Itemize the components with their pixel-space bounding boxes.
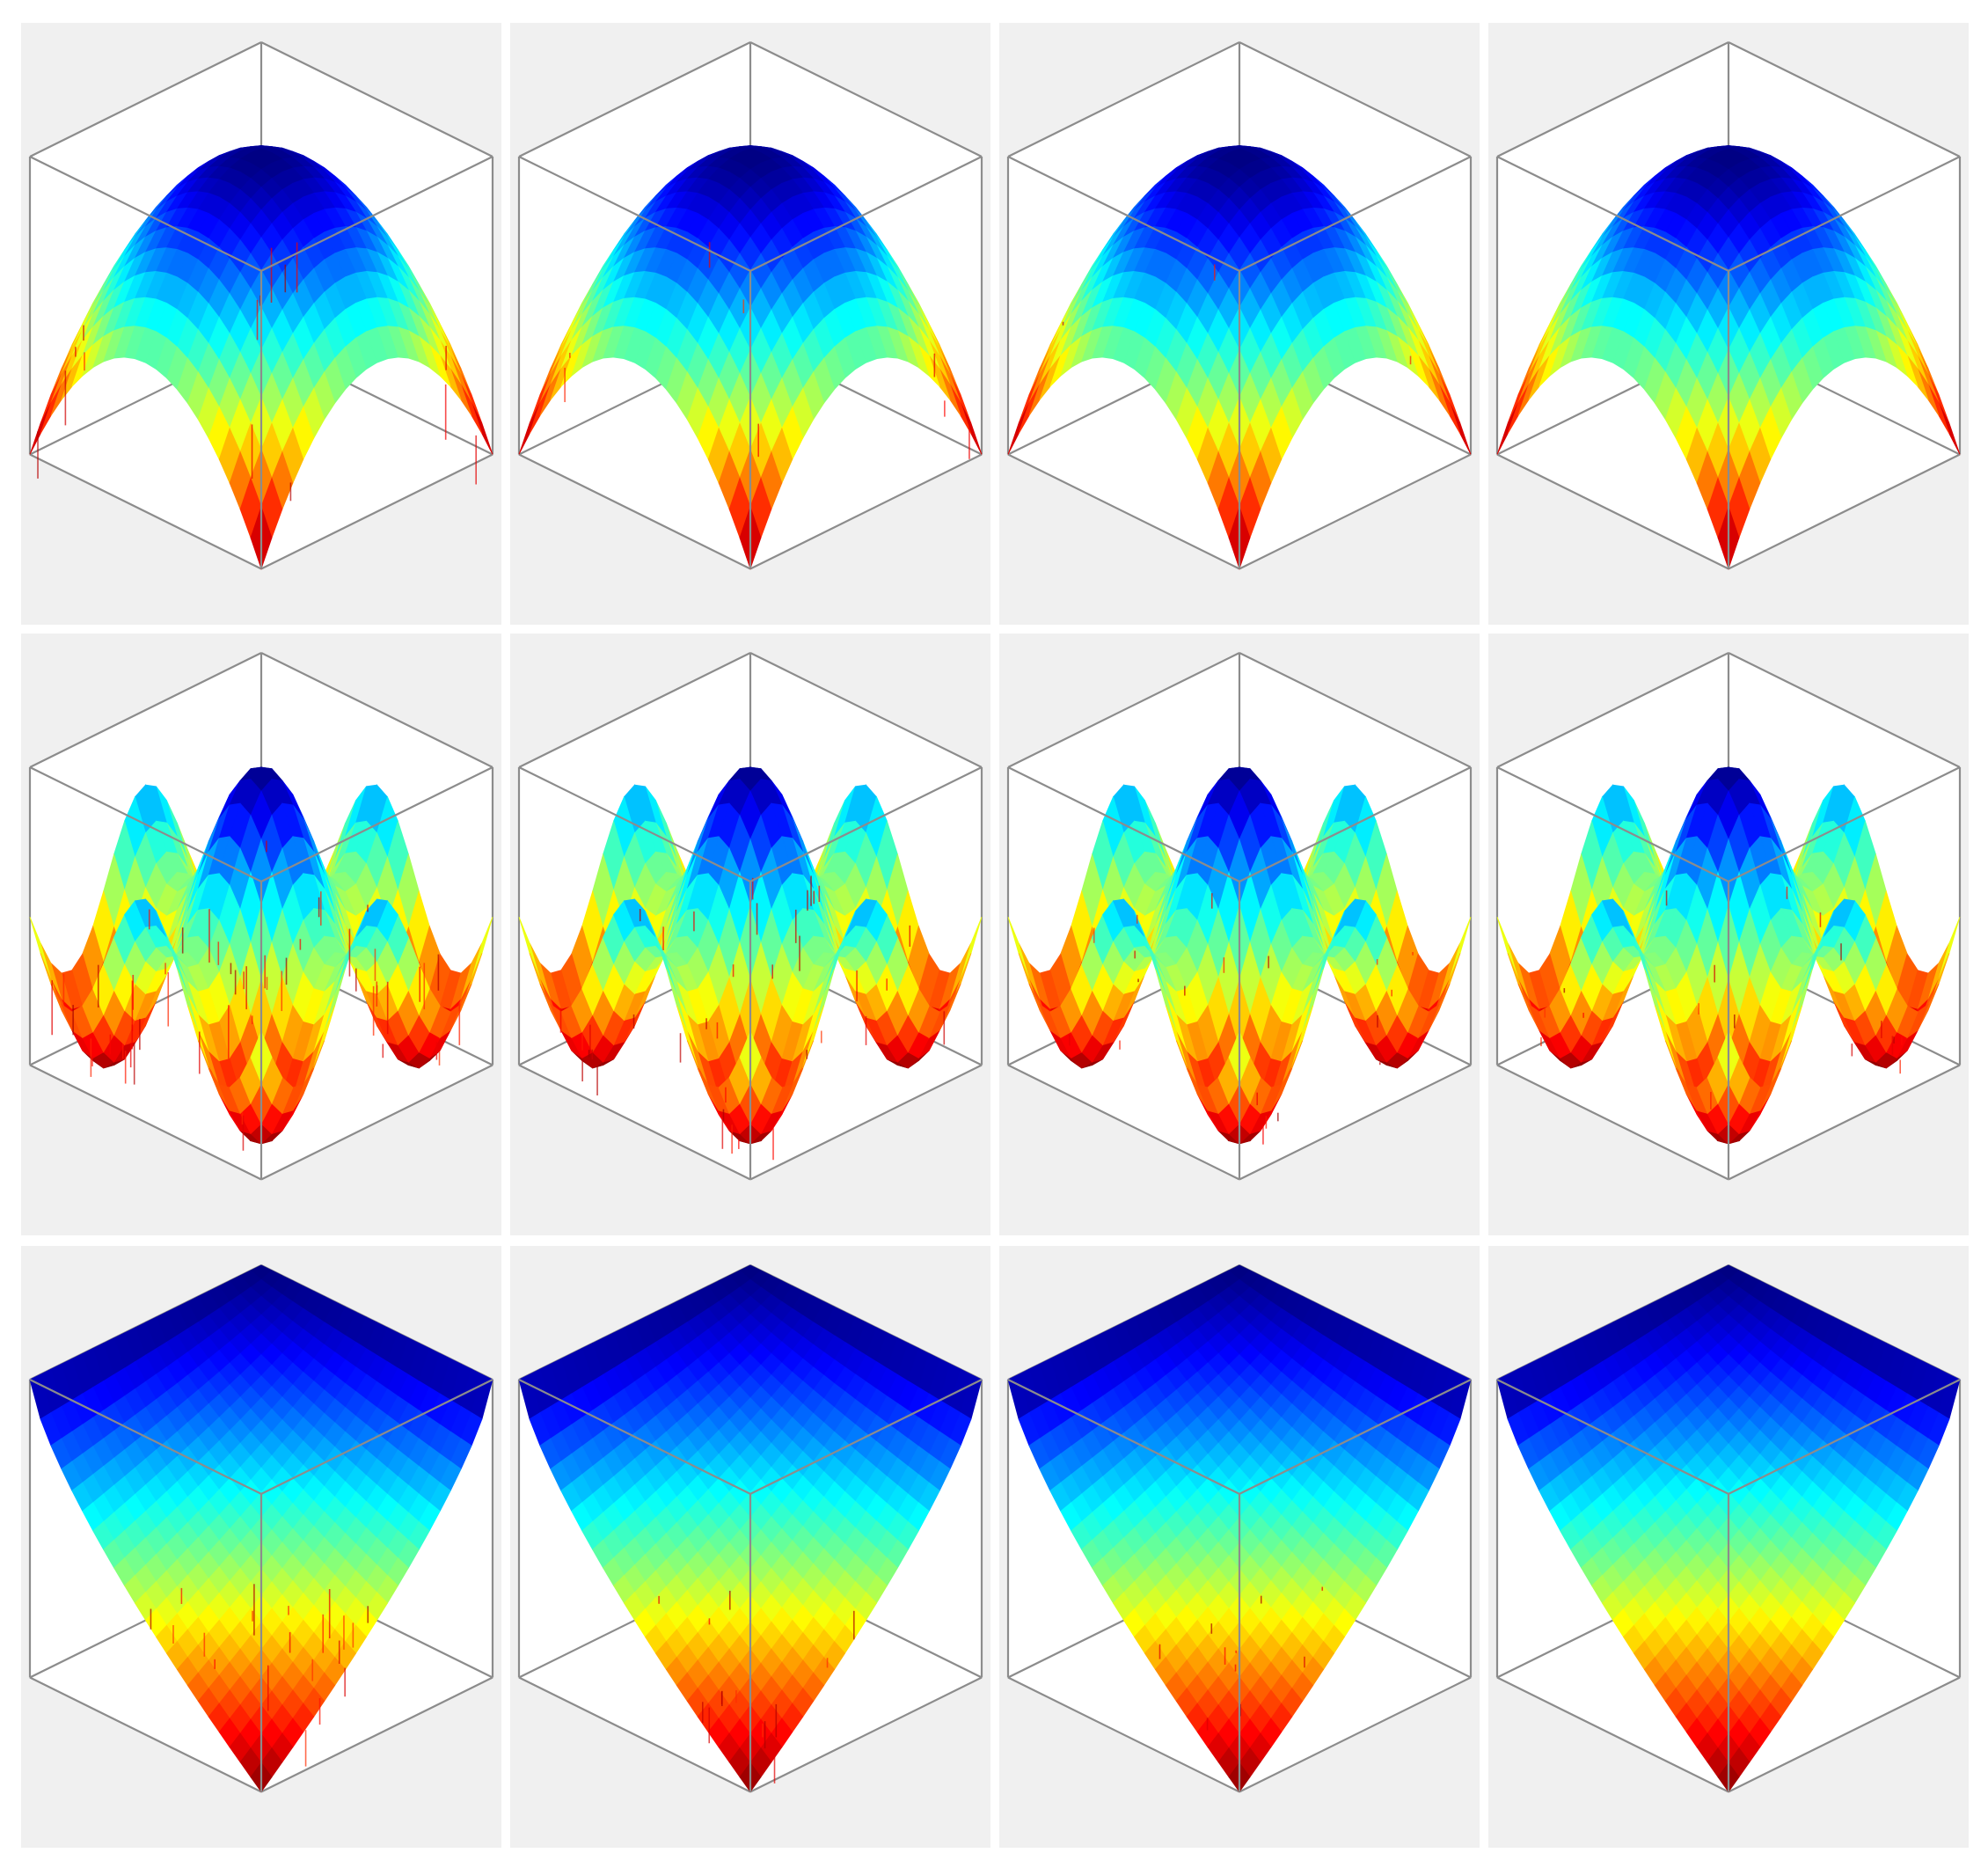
axes-box-edge xyxy=(260,1676,493,1793)
surface-panel-r2-c2 xyxy=(510,634,990,1235)
axes-box-front-edge xyxy=(749,155,983,272)
axes-box-edge xyxy=(749,41,983,157)
axes-box-edge xyxy=(1496,1064,1729,1181)
axes-box-edge xyxy=(518,453,751,570)
axes-box-edge xyxy=(518,1064,751,1181)
surface-panel-r2-c4 xyxy=(1488,634,1969,1235)
axes-box-edge xyxy=(1239,1064,1472,1181)
axes-box-edge xyxy=(1007,652,1240,768)
axes-box-edge xyxy=(260,652,493,768)
axes-box-edge xyxy=(29,41,262,157)
axes-box-edge xyxy=(1007,1064,1240,1181)
surface-panel-r3-c2 xyxy=(510,1246,990,1848)
axes-box-front-edge xyxy=(1007,155,1240,272)
surface-plot xyxy=(999,634,1480,1235)
surface-panel-r1-c1 xyxy=(21,23,501,625)
axes-box-edge xyxy=(1496,652,1729,768)
axes-box-edge xyxy=(518,1676,751,1793)
axes-box-edge xyxy=(749,652,983,768)
axes-box-edge xyxy=(1239,453,1472,570)
axes-box-front-edge xyxy=(260,1378,493,1495)
axes-box-edge xyxy=(518,652,751,768)
axes-box-front-edge xyxy=(1496,765,1729,883)
axes-box-edge xyxy=(1728,453,1961,570)
axes-box-edge xyxy=(1728,652,1961,768)
axes-box-edge xyxy=(1239,41,1472,157)
surface-mesh xyxy=(29,145,493,570)
axes-box-front-edge xyxy=(29,1378,262,1495)
axes-box-front-edge xyxy=(518,155,751,272)
surface-plot xyxy=(510,1246,990,1848)
axes-box-front-edge xyxy=(518,765,751,883)
axes-box-edge xyxy=(1496,41,1729,157)
axes-box-edge xyxy=(1728,41,1961,157)
surface-plot xyxy=(1488,634,1969,1235)
surface-mesh xyxy=(518,766,983,1161)
axes-box-front-edge xyxy=(1496,155,1729,272)
axes-box-edge xyxy=(29,652,262,768)
surface-mesh xyxy=(1496,766,1961,1145)
surface-panel-r3-c1 xyxy=(21,1246,501,1848)
surface-panel-r1-c3 xyxy=(999,23,1480,625)
surface-panel-r2-c1 xyxy=(21,634,501,1235)
axes-box-front-edge xyxy=(1728,155,1961,272)
surface-panel-r2-c3 xyxy=(999,634,1480,1235)
axes-box-edge xyxy=(749,1676,983,1793)
axes-box-front-edge xyxy=(1239,155,1472,272)
surface-mesh xyxy=(1007,145,1472,570)
axes-box-front-edge xyxy=(260,765,493,883)
axes-box-front-edge xyxy=(1728,765,1961,883)
surface-panel-r1-c2 xyxy=(510,23,990,625)
axes-box-edge xyxy=(260,453,493,570)
surface-plot xyxy=(510,634,990,1235)
axes-box-edge xyxy=(29,1064,262,1181)
axes-box-front-edge xyxy=(1007,765,1240,883)
axes-box-edge xyxy=(518,41,751,157)
axes-box-front-edge xyxy=(29,155,262,272)
axes-box-edge xyxy=(1496,453,1729,570)
surface-plot xyxy=(1488,23,1969,625)
axes-box-edge xyxy=(29,1676,262,1793)
axes-box-edge xyxy=(1007,453,1240,570)
axes-box-edge xyxy=(749,453,983,570)
surface-plot xyxy=(510,23,990,625)
surface-plot xyxy=(999,23,1480,625)
axes-box-edge xyxy=(29,453,262,570)
surface-mesh xyxy=(1007,766,1472,1145)
axes-box-front-edge xyxy=(29,765,262,883)
axes-box-edge xyxy=(260,41,493,157)
axes-box-edge xyxy=(260,1064,493,1181)
axes-box-edge xyxy=(749,1064,983,1181)
axes-box-edge xyxy=(1007,41,1240,157)
axes-box-edge xyxy=(1239,652,1472,768)
surface-mesh xyxy=(518,1264,983,1793)
surface-panel-r1-c4 xyxy=(1488,23,1969,625)
axes-box-front-edge xyxy=(1239,765,1472,883)
surface-plot xyxy=(21,23,501,625)
axes-box-edge xyxy=(1728,1064,1961,1181)
surface-mesh xyxy=(29,1264,493,1793)
surface-plot xyxy=(21,634,501,1235)
surface-mesh xyxy=(1496,145,1961,570)
axes-box-front-edge xyxy=(749,765,983,883)
surface-plot xyxy=(21,1246,501,1848)
axes-box-front-edge xyxy=(260,155,493,272)
